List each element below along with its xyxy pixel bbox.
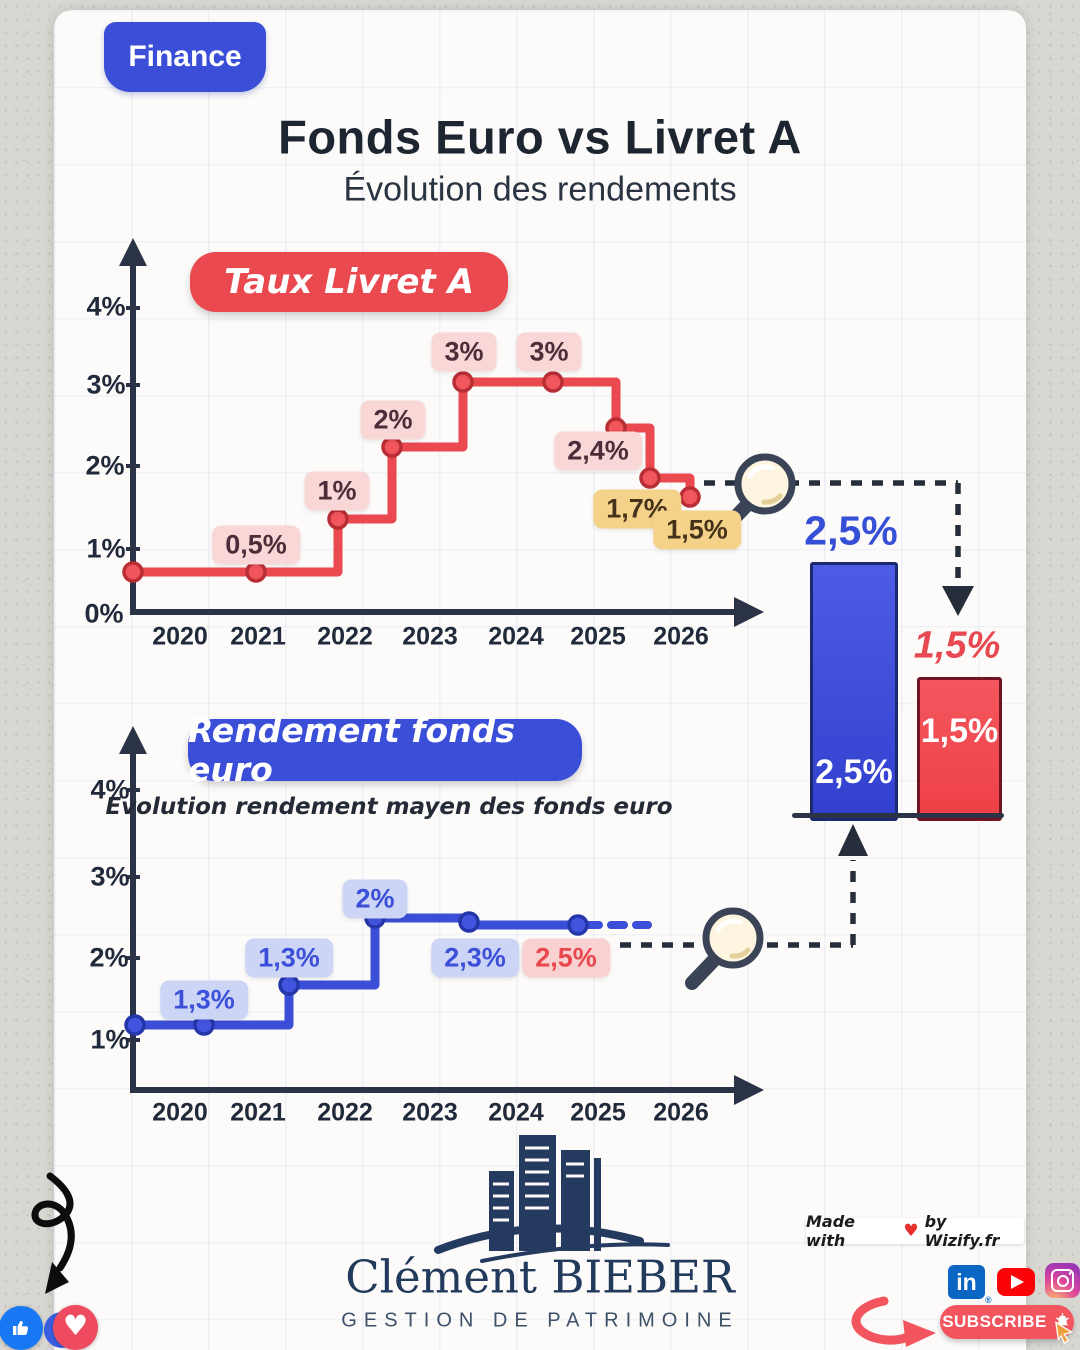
cursor-icon	[1055, 1320, 1074, 1345]
x-tick: 2026	[653, 1098, 709, 1127]
x-tick: 2025	[570, 622, 626, 651]
y-tick: 2%	[85, 450, 125, 481]
linkedin-icon[interactable]: in	[948, 1265, 985, 1299]
livret-axes	[126, 256, 736, 615]
fonds-connector-arrow	[620, 860, 856, 948]
subscribe-button[interactable]: SUBSCRIBE	[940, 1305, 1074, 1339]
play-icon	[1011, 1275, 1024, 1289]
value-label: 1%	[304, 471, 370, 511]
x-tick: 2023	[402, 1098, 458, 1127]
heart-icon: ♥	[903, 1221, 919, 1241]
x-tick: 2022	[317, 622, 373, 651]
value-label: 3%	[431, 332, 497, 372]
x-tick: 2024	[488, 622, 544, 651]
thumbs-up-icon	[13, 1321, 29, 1335]
x-tick: 2026	[653, 622, 709, 651]
y-tick: 2%	[89, 942, 129, 973]
y-tick: 3%	[86, 369, 126, 400]
value-label: 2,3%	[431, 938, 519, 978]
livret-legend-label: Taux Livret A	[224, 262, 474, 302]
linkedin-registered-mark: ®	[985, 1295, 992, 1305]
credit-badge: Made with ♥ by Wizify.fr	[806, 1212, 1024, 1250]
x-tick: 2020	[152, 1098, 208, 1127]
value-label: 1,5%	[653, 510, 741, 550]
curly-arrow	[31, 1172, 75, 1294]
fonds-legend-pill: Rendement fonds euro	[188, 711, 582, 789]
value-label: 2%	[342, 879, 408, 919]
y-tick: 4%	[86, 291, 126, 322]
value-label: 2%	[360, 400, 426, 440]
x-tick: 2020	[152, 622, 208, 651]
value-label: 1,3%	[160, 980, 248, 1020]
y-tick: 3%	[90, 861, 130, 892]
bar-chart-baseline	[792, 813, 1004, 818]
livret-a-value: 1,5%	[913, 624, 1001, 667]
y-tick: 1%	[86, 533, 126, 564]
brand-logo-icon	[434, 1135, 670, 1263]
heart-reaction-icon[interactable]: ♥	[53, 1305, 98, 1350]
fonds-euro-bar-value: 2,5%	[815, 753, 893, 791]
value-label: 2,5%	[522, 938, 610, 978]
subscribe-arrow	[851, 1296, 936, 1347]
page-title: Fonds Euro vs Livret A	[278, 110, 802, 164]
fonds-legend-label: Rendement fonds euro	[188, 711, 515, 789]
heart-glyph: ♥	[62, 1309, 89, 1342]
value-label: 2,4%	[554, 431, 642, 471]
instagram-icon[interactable]	[1045, 1263, 1080, 1298]
fonds-euro-value: 2,5%	[804, 507, 898, 554]
fonds-euro-bar: 2,5%	[810, 562, 898, 821]
value-label: 0,5%	[212, 525, 300, 565]
category-badge-label: Finance	[128, 40, 242, 73]
camera-icon	[1051, 1269, 1074, 1292]
livret-a-bar-value: 1,5%	[920, 712, 999, 750]
x-tick: 2024	[488, 1098, 544, 1127]
x-tick: 2021	[230, 1098, 286, 1127]
brand-tagline: GESTION DE PATRIMOINE	[341, 1309, 739, 1332]
credit-prefix: Made with	[806, 1212, 856, 1250]
page-subtitle: Évolution des rendements	[343, 170, 737, 209]
subscribe-label: SUBSCRIBE	[942, 1312, 1047, 1331]
brand-name: Clément BIEBER	[345, 1250, 735, 1304]
y-tick: 0%	[84, 598, 124, 629]
x-tick: 2025	[570, 1098, 626, 1127]
y-tick: 4%	[90, 774, 130, 805]
x-tick: 2021	[230, 622, 286, 651]
value-label: 3%	[516, 332, 582, 372]
x-tick: 2023	[402, 622, 458, 651]
credit-suffix: by Wizify.fr	[924, 1212, 1000, 1250]
livret-legend-pill: Taux Livret A	[190, 252, 508, 312]
value-label: 1,3%	[245, 938, 333, 978]
like-reaction-icon[interactable]	[0, 1306, 43, 1350]
category-badge: Finance	[104, 22, 266, 92]
linkedin-glyph: in	[956, 1268, 977, 1295]
livret-line	[122, 371, 701, 583]
magnifier-icon	[685, 907, 764, 990]
livret-a-bar: 1,5%	[917, 677, 1002, 821]
youtube-icon[interactable]	[997, 1268, 1035, 1296]
x-tick: 2022	[317, 1098, 373, 1127]
y-tick: 1%	[90, 1024, 130, 1055]
fonds-chart-caption: Evolution rendement mayen des fonds euro	[105, 794, 673, 820]
